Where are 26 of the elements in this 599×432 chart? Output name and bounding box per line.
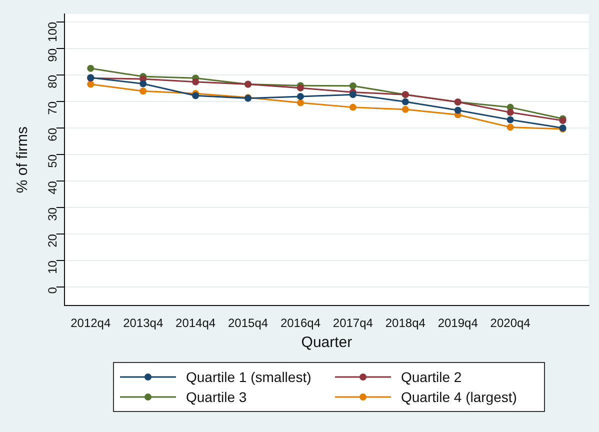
y-tick-label: 40 bbox=[46, 180, 60, 194]
y-tick-label: 70 bbox=[46, 101, 60, 115]
x-tick-label: 2017q4 bbox=[332, 316, 374, 330]
legend-label: Quartile 4 (largest) bbox=[401, 389, 517, 405]
x-tick-label: 2012q4 bbox=[70, 316, 111, 330]
legend-label: Quartile 3 bbox=[186, 389, 247, 405]
y-tick-label: 50 bbox=[46, 154, 60, 168]
y-axis-title: % of firms bbox=[14, 126, 32, 194]
x-tick-label: 2016q4 bbox=[280, 316, 321, 330]
x-tick-label: 2015q4 bbox=[228, 316, 268, 330]
y-tick-label: 80 bbox=[46, 74, 60, 88]
y-tick-label: 20 bbox=[46, 234, 60, 248]
x-tick-label: 2018q4 bbox=[385, 316, 426, 330]
y-tick-label: 10 bbox=[46, 260, 60, 274]
y-tick-label: 100 bbox=[46, 22, 60, 42]
legend-label: Quartile 2 bbox=[401, 369, 462, 385]
x-axis-title: Quarter bbox=[301, 334, 352, 352]
x-tick-label: 2013q4 bbox=[123, 316, 164, 330]
y-tick-label: 0 bbox=[46, 286, 60, 294]
x-tick-label: 2019q4 bbox=[438, 316, 478, 330]
x-tick-label: 2020q4 bbox=[490, 316, 531, 330]
y-tick-label: 60 bbox=[46, 128, 60, 142]
legend-label: Quartile 1 (smallest) bbox=[186, 369, 312, 385]
x-tick-label: 2014q4 bbox=[176, 316, 216, 330]
y-tick-label: 90 bbox=[46, 48, 60, 62]
y-tick-label: 30 bbox=[46, 207, 60, 221]
